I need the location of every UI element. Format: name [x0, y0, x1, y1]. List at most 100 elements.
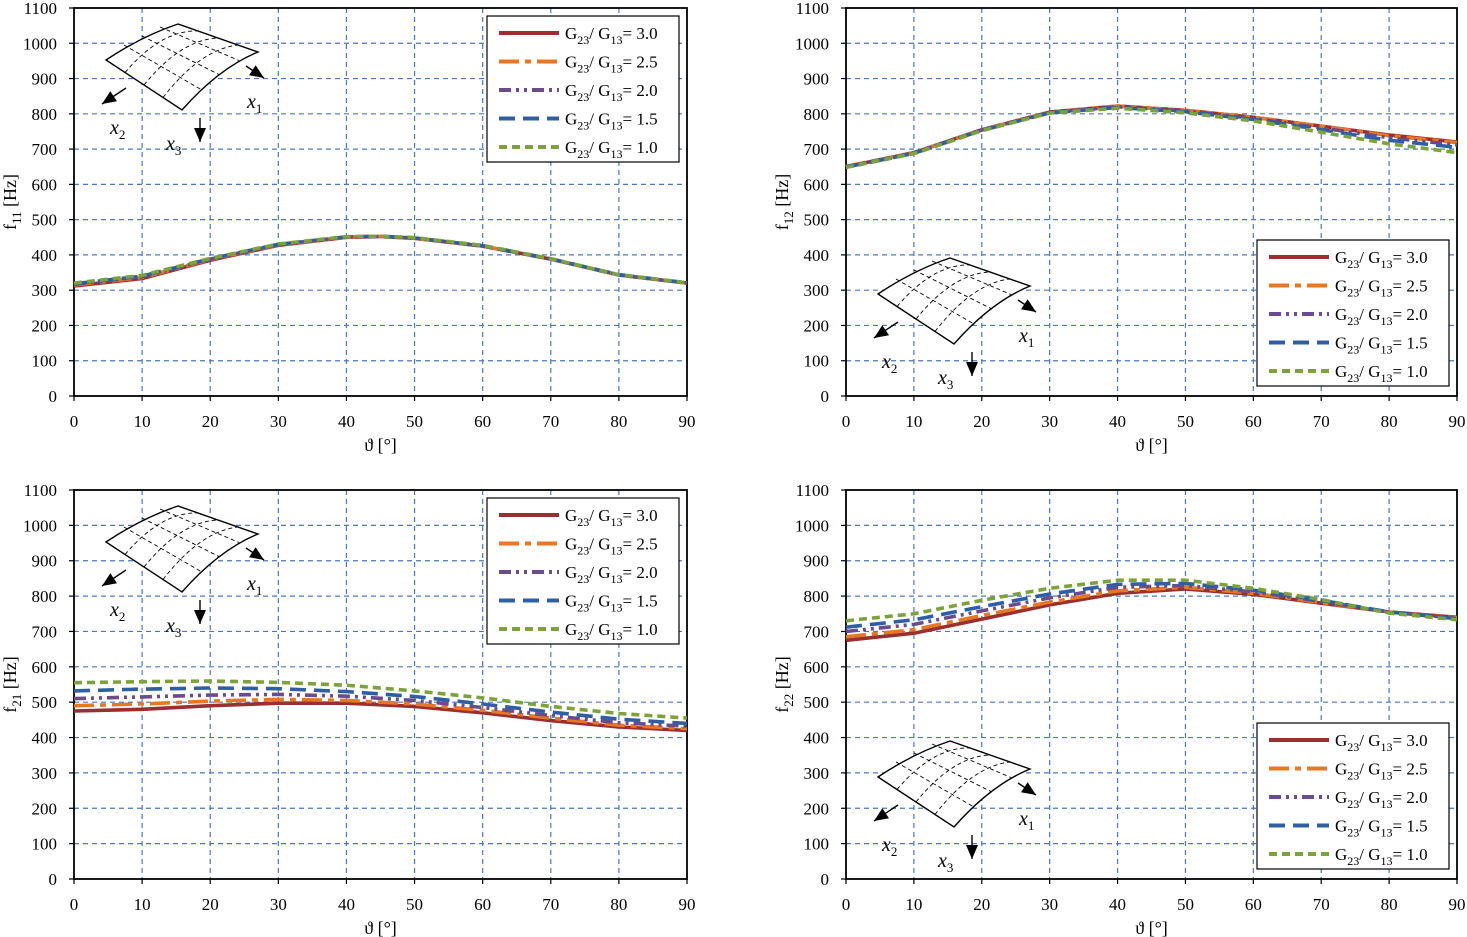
x2-label: x2 — [109, 599, 125, 624]
legend-entry-3: G23/ G13= 1.5 — [1335, 334, 1428, 357]
legend-entry-2: G23/ G13= 2.0 — [565, 563, 658, 586]
shell-grid-curve — [896, 264, 971, 307]
chart-panel-f11: 0 10 20 30 40 50 60 70 80 90010020030040050060070… — [0, 0, 696, 455]
y-tick-label: 1100 — [24, 0, 57, 18]
plot-frame — [73, 489, 688, 880]
shell-grid-line — [895, 761, 974, 807]
chart-panel-f22: 0 10 20 30 40 50 60 70 80 90010020030040050060070… — [772, 481, 1466, 937]
plot-frame — [73, 7, 688, 397]
x-axis-label: ϑ [°] — [1135, 435, 1168, 455]
y-tick-label: 1000 — [795, 516, 829, 535]
x-tick-label: 60 — [474, 412, 491, 431]
legend: G23/ G13= 3.0 G23/ G13= 2.5 G23/ G13= 2.0 G… — [486, 497, 680, 645]
y-tick-label: 600 — [804, 658, 830, 677]
shell-inset: x2 x1 x3 — [101, 505, 265, 640]
shell-grid-curve — [124, 30, 199, 73]
legend-entry-4: G23/ G13= 1.0 — [565, 620, 658, 643]
x-tick-label: 40 — [1109, 412, 1126, 431]
series-line-4 — [845, 106, 1458, 170]
x-axis-label: ϑ [°] — [364, 435, 397, 455]
y-tick-label: 300 — [804, 764, 830, 783]
x-tick-label: 10 — [134, 895, 151, 914]
y-tick-label: 500 — [32, 211, 58, 230]
series-group — [845, 578, 1458, 643]
shell-grid-line — [123, 526, 202, 572]
x3-label: x3 — [937, 850, 953, 875]
y-tick-label: 900 — [804, 552, 830, 571]
x-tick-label: 30 — [270, 412, 287, 431]
y-tick-label: 400 — [804, 729, 830, 748]
arrow-head — [194, 610, 206, 624]
x3-arrow — [966, 835, 978, 859]
x2-arrow — [101, 569, 127, 587]
x2-arrow — [873, 804, 899, 822]
y-axis-label: f12 [Hz] — [772, 174, 796, 230]
series-line-1 — [73, 234, 688, 287]
arrow-head — [1021, 782, 1036, 795]
x1-arrow — [245, 65, 265, 79]
x-tick-label: 20 — [973, 412, 990, 431]
x3-label: x3 — [165, 133, 181, 158]
x-axis-label: ϑ [°] — [1135, 918, 1168, 937]
x3-arrow — [966, 352, 978, 376]
y-tick-label: 800 — [804, 587, 830, 606]
arrow-head — [194, 128, 206, 142]
y-tick-label: 600 — [32, 175, 58, 194]
x-tick-label: 90 — [679, 895, 696, 914]
x-tick-label: 40 — [1109, 895, 1126, 914]
arrow-head — [966, 845, 978, 859]
y-tick-label: 300 — [32, 764, 58, 783]
y-tick-label: 800 — [32, 105, 58, 124]
series-group — [73, 679, 688, 733]
series-line-4 — [73, 234, 688, 285]
series-line-1 — [845, 585, 1458, 639]
x-tick-label: 30 — [1041, 895, 1058, 914]
x-tick-label: 80 — [1381, 895, 1398, 914]
arrow-head — [102, 573, 117, 586]
shell-inset: x2 x1 x3 — [873, 257, 1037, 392]
x-tick-label: 50 — [1177, 895, 1194, 914]
y-tick-label: 300 — [32, 281, 58, 300]
y-tick-label: 100 — [804, 835, 830, 854]
shell-grid-line — [141, 35, 221, 76]
x-tick-label: 20 — [202, 412, 219, 431]
y-axis-label: f11 [Hz] — [0, 174, 24, 230]
series-line-0 — [73, 234, 688, 288]
legend-entry-1: G23/ G13= 2.5 — [565, 53, 658, 76]
shell-grid-line — [931, 260, 1012, 295]
arrow-head — [249, 547, 264, 560]
x1-arrow — [245, 547, 265, 561]
shell-inset: x2 x1 x3 — [101, 23, 265, 158]
series-line-3 — [73, 686, 688, 726]
arrow-head — [966, 362, 978, 376]
y-tick-label: 300 — [804, 281, 830, 300]
chart-panel-f21: 0 10 20 30 40 50 60 70 80 90010020030040050060070… — [0, 481, 696, 937]
x-tick-label: 50 — [1177, 412, 1194, 431]
shell-inset: x2 x1 x3 — [873, 740, 1037, 875]
shell-grid-curve — [124, 512, 199, 555]
y-axis-label: f21 [Hz] — [0, 656, 24, 712]
y-tick-label: 0 — [821, 870, 830, 889]
arrow-head — [874, 808, 889, 821]
y-tick-label: 1000 — [23, 34, 57, 53]
x3-arrow — [194, 118, 206, 142]
legend-entry-3: G23/ G13= 1.5 — [565, 110, 658, 133]
legend: G23/ G13= 3.0 G23/ G13= 2.5 G23/ G13= 2.0 G… — [1256, 239, 1450, 387]
x-tick-label: 40 — [338, 412, 355, 431]
x-tick-label: 60 — [1245, 895, 1262, 914]
legend-entry-1: G23/ G13= 2.5 — [1335, 760, 1428, 783]
series-group — [73, 234, 688, 288]
x-tick-label: 30 — [270, 895, 287, 914]
x1-arrow — [1017, 782, 1037, 796]
x-tick-label: 50 — [406, 412, 423, 431]
y-axis-label: f22 [Hz] — [772, 656, 796, 712]
shell-grid-curve — [143, 519, 219, 568]
plot-frame — [845, 489, 1458, 880]
legend-entry-2: G23/ G13= 2.0 — [1335, 305, 1428, 328]
x2-label: x2 — [881, 834, 897, 859]
x2-label: x2 — [881, 351, 897, 376]
x2-arrow — [101, 87, 127, 105]
y-tick-label: 400 — [32, 246, 58, 265]
legend-entry-4: G23/ G13= 1.0 — [1335, 845, 1428, 868]
